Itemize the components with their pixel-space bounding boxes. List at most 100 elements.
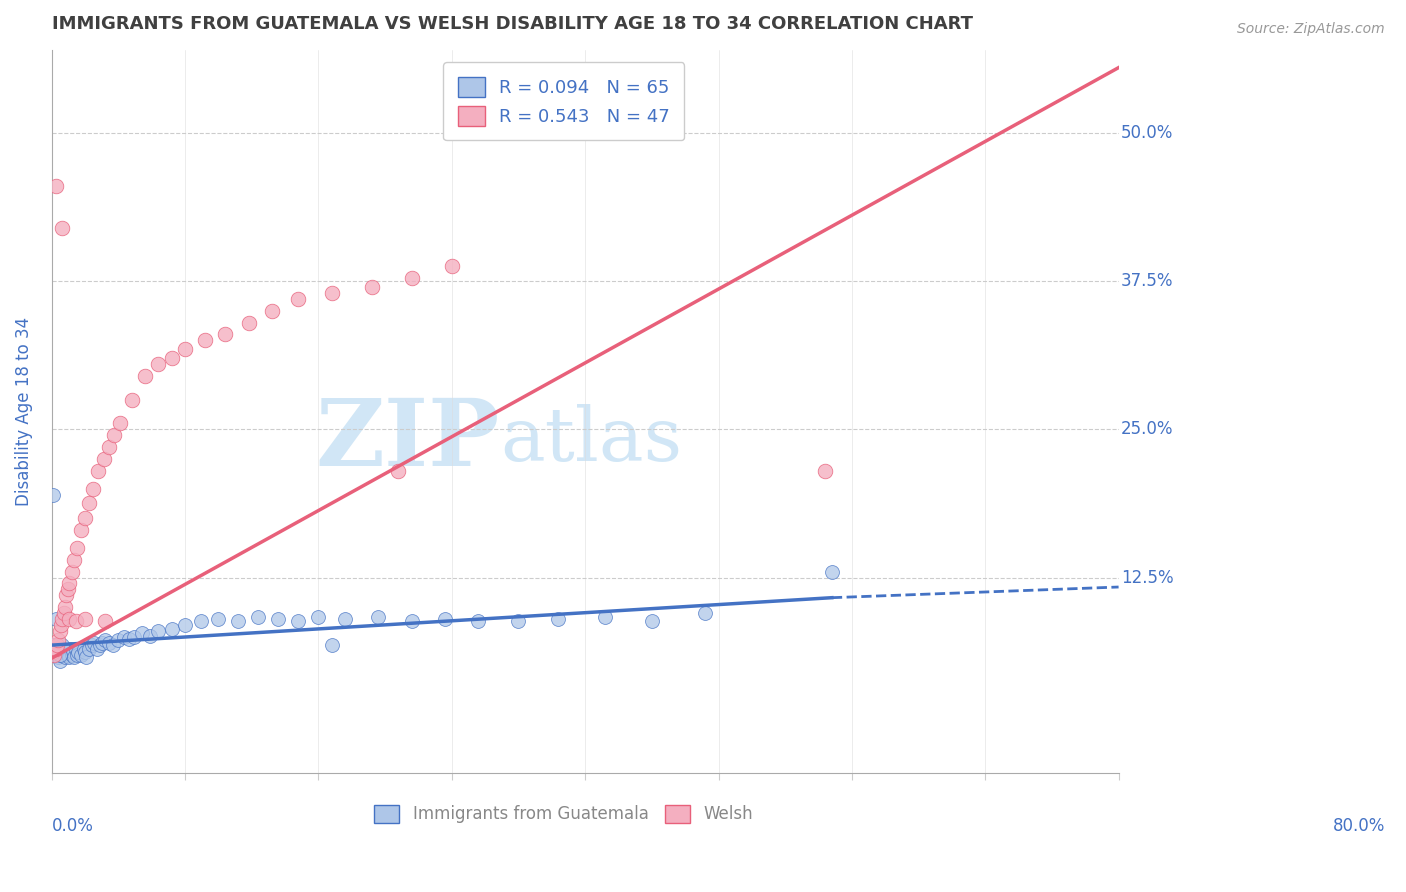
- Point: [51, 638, 73, 652]
- Point: [48, 633, 70, 648]
- Point: [59, 641, 82, 656]
- Point: [46, 638, 69, 652]
- Point: [51, 612, 73, 626]
- Text: 12.5%: 12.5%: [1121, 568, 1174, 587]
- Point: [124, 630, 146, 644]
- Point: [60, 565, 83, 579]
- Point: [287, 292, 309, 306]
- Point: [58, 650, 80, 665]
- Point: [98, 440, 121, 454]
- Point: [440, 259, 463, 273]
- Point: [55, 645, 77, 659]
- Point: [49, 648, 72, 662]
- Point: [45, 179, 67, 194]
- Point: [434, 612, 457, 626]
- Point: [108, 417, 131, 431]
- Point: [94, 615, 117, 629]
- Point: [821, 565, 844, 579]
- Point: [46, 648, 69, 662]
- Point: [58, 576, 80, 591]
- Point: [247, 609, 270, 624]
- Point: [333, 612, 356, 626]
- Text: 80.0%: 80.0%: [1333, 816, 1385, 835]
- Point: [101, 638, 124, 652]
- Point: [547, 612, 569, 626]
- Point: [94, 633, 117, 648]
- Point: [70, 648, 93, 662]
- Point: [86, 641, 108, 656]
- Point: [174, 618, 197, 632]
- Point: [695, 606, 717, 620]
- Point: [89, 638, 111, 652]
- Point: [194, 334, 217, 348]
- Point: [52, 606, 75, 620]
- Point: [107, 633, 129, 648]
- Point: [42, 487, 65, 501]
- Text: atlas: atlas: [499, 404, 682, 477]
- Point: [73, 641, 96, 656]
- Point: [44, 641, 66, 656]
- Point: [98, 636, 121, 650]
- Point: [48, 648, 70, 662]
- Point: [401, 615, 423, 629]
- Point: [508, 615, 530, 629]
- Point: [56, 582, 79, 597]
- Point: [65, 641, 87, 656]
- Point: [228, 615, 250, 629]
- Point: [131, 626, 153, 640]
- Point: [77, 496, 100, 510]
- Point: [75, 650, 97, 665]
- Point: [139, 629, 162, 643]
- Text: Source: ZipAtlas.com: Source: ZipAtlas.com: [1237, 22, 1385, 37]
- Point: [93, 452, 115, 467]
- Point: [60, 648, 83, 662]
- Point: [63, 553, 86, 567]
- Point: [121, 392, 143, 407]
- Point: [58, 612, 80, 626]
- Point: [55, 588, 77, 602]
- Point: [82, 482, 104, 496]
- Point: [51, 220, 73, 235]
- Point: [49, 618, 72, 632]
- Point: [67, 645, 90, 659]
- Point: [267, 612, 290, 626]
- Point: [66, 648, 89, 662]
- Point: [63, 650, 86, 665]
- Point: [593, 609, 616, 624]
- Point: [308, 609, 330, 624]
- Point: [75, 645, 97, 659]
- Point: [360, 280, 382, 294]
- Point: [87, 464, 110, 478]
- Point: [814, 464, 837, 478]
- Point: [62, 645, 84, 659]
- Point: [42, 645, 65, 659]
- Point: [190, 615, 212, 629]
- Point: [56, 648, 79, 662]
- Point: [52, 641, 75, 656]
- Point: [467, 615, 489, 629]
- Point: [160, 622, 183, 636]
- Point: [238, 316, 260, 330]
- Point: [45, 612, 67, 626]
- Point: [321, 638, 343, 652]
- Point: [112, 630, 135, 644]
- Point: [641, 615, 664, 629]
- Point: [80, 638, 103, 652]
- Point: [51, 645, 73, 659]
- Point: [48, 650, 70, 665]
- Text: 25.0%: 25.0%: [1121, 420, 1173, 438]
- Point: [387, 464, 409, 478]
- Point: [367, 609, 389, 624]
- Point: [70, 523, 93, 537]
- Point: [48, 654, 70, 668]
- Point: [214, 327, 236, 342]
- Point: [75, 511, 97, 525]
- Point: [53, 600, 76, 615]
- Point: [91, 636, 114, 650]
- Point: [42, 638, 65, 652]
- Point: [103, 428, 125, 442]
- Point: [48, 624, 70, 638]
- Point: [260, 303, 283, 318]
- Point: [77, 641, 100, 656]
- Point: [83, 636, 105, 650]
